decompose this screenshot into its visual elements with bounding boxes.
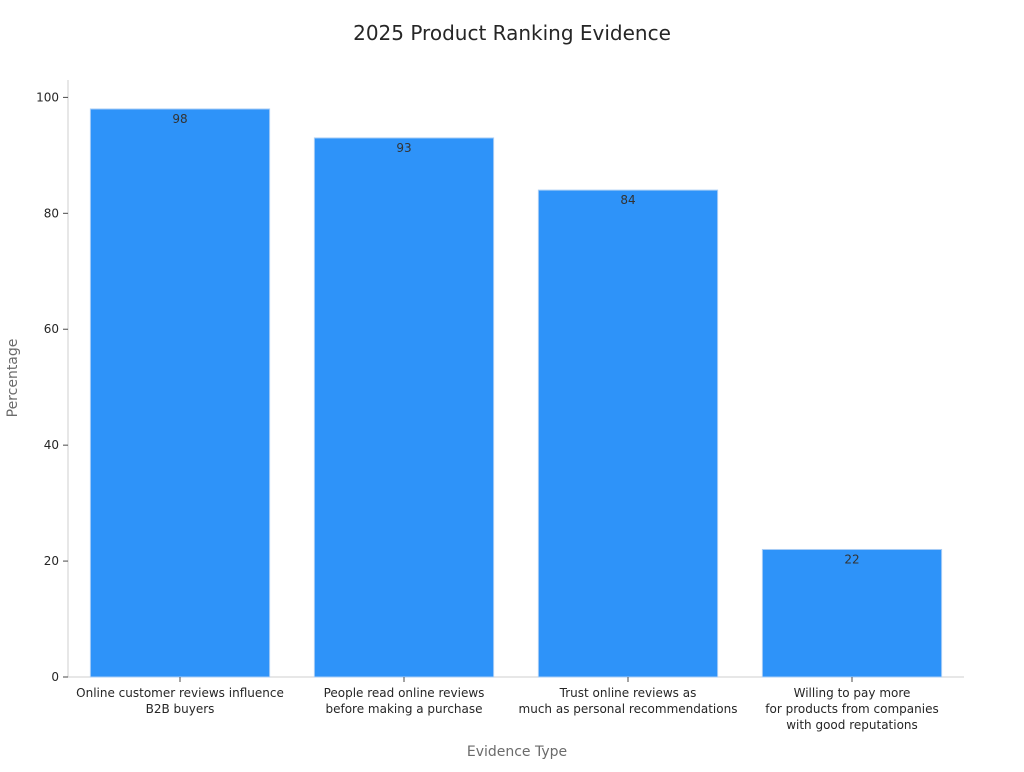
x-tick-label-line: Willing to pay more xyxy=(794,686,911,700)
chart-title: 2025 Product Ranking Evidence xyxy=(353,21,671,45)
x-tick-label: Trust online reviews as much as personal … xyxy=(519,686,738,716)
y-tick-label: 80 xyxy=(44,206,59,220)
x-tick-label: Online customer reviews influence B2B buy… xyxy=(76,686,284,716)
x-tick-label-line: Trust online reviews as xyxy=(559,686,697,700)
y-axis-title: Percentage xyxy=(5,339,21,418)
x-tick-label: Willing to pay more for products from com… xyxy=(765,686,938,732)
bars-group: 98 93 84 22 xyxy=(89,108,943,678)
x-tick-label-line: for products from companies xyxy=(765,702,938,716)
bar-data-label: 93 xyxy=(396,141,411,155)
bar-data-label: 22 xyxy=(844,552,859,566)
x-tick-label: People read online reviews before making … xyxy=(324,686,485,716)
y-tick-label: 60 xyxy=(44,322,59,336)
x-tick-label-line: much as personal recommendations xyxy=(519,702,738,716)
bar xyxy=(313,137,495,678)
y-tick-label: 40 xyxy=(44,438,59,452)
bar-data-label: 98 xyxy=(172,112,187,126)
x-tick-label-line: before making a purchase xyxy=(325,702,482,716)
y-axis-ticks: 0 20 40 60 80 100 xyxy=(36,90,68,684)
y-tick-label: 100 xyxy=(36,90,59,104)
x-tick-label-line: Online customer reviews influence xyxy=(76,686,284,700)
x-tick-label-line: with good reputations xyxy=(786,718,918,732)
y-tick-label: 0 xyxy=(51,670,59,684)
bar xyxy=(761,548,943,678)
bar xyxy=(537,189,719,678)
bar xyxy=(89,108,271,678)
bar-data-label: 84 xyxy=(620,193,635,207)
x-axis-title: Evidence Type xyxy=(467,744,567,760)
x-tick-label-line: People read online reviews xyxy=(324,686,485,700)
y-tick-label: 20 xyxy=(44,554,59,568)
x-axis-ticks: Online customer reviews influence B2B buy… xyxy=(76,677,939,732)
x-tick-label-line: B2B buyers xyxy=(146,702,215,716)
